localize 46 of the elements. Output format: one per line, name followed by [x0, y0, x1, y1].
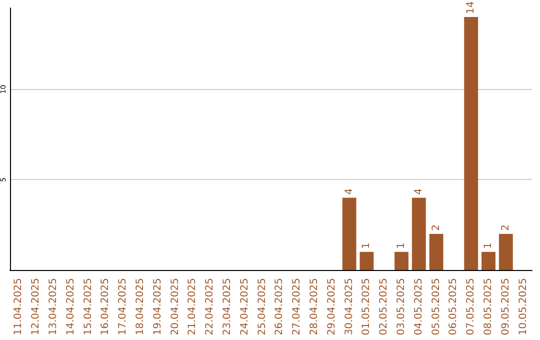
- x-tick-label: 25.04.2025: [256, 278, 268, 336]
- x-tick-label: 18.04.2025: [135, 278, 146, 336]
- x-tick-label: 24.04.2025: [239, 278, 250, 336]
- data-label: 14: [466, 1, 477, 14]
- x-tick-label: 11.04.2025: [13, 278, 24, 336]
- x-tick-label: 19.04.2025: [152, 278, 164, 336]
- x-tick-label: 02.05.2025: [378, 278, 390, 336]
- data-label: 2: [500, 224, 512, 231]
- x-tick-label: 06.05.2025: [448, 278, 460, 336]
- x-tick-label: 15.04.2025: [82, 278, 94, 336]
- data-label: 4: [344, 188, 355, 195]
- data-label: 4: [413, 188, 424, 195]
- x-tick-label: 03.05.2025: [396, 278, 407, 336]
- x-tick-label: 12.04.2025: [30, 278, 42, 336]
- x-tick-label: 16.04.2025: [100, 278, 112, 336]
- x-tick-label: 07.05.2025: [466, 278, 477, 336]
- data-label: 2: [430, 224, 442, 231]
- x-tick-label: 29.04.2025: [326, 278, 338, 336]
- bar: [342, 198, 356, 270]
- bar: [498, 234, 513, 270]
- x-tick-label: 26.04.2025: [274, 278, 286, 336]
- x-tick-label: 04.05.2025: [413, 278, 424, 336]
- x-tick-label: 01.05.2025: [361, 278, 372, 336]
- x-tick-label: 21.04.2025: [187, 278, 198, 336]
- bar: [464, 17, 478, 270]
- data-label: 1: [361, 242, 372, 249]
- x-tick-label: 30.04.2025: [344, 278, 355, 336]
- data-label: 1: [396, 242, 407, 249]
- bar: [429, 234, 444, 270]
- x-tick-label: 23.04.2025: [222, 278, 233, 336]
- x-tick-label: 08.05.2025: [483, 278, 494, 336]
- x-tick-label: 13.04.2025: [48, 278, 59, 336]
- x-tick-label: 09.05.2025: [500, 278, 512, 336]
- bar: [360, 252, 374, 270]
- bar: [482, 252, 496, 270]
- data-label: 1: [483, 242, 494, 249]
- x-tick-label: 20.04.2025: [170, 278, 181, 336]
- bar: [412, 198, 426, 270]
- x-tick-label: 14.04.2025: [65, 278, 76, 336]
- x-tick-label: 28.04.2025: [309, 278, 320, 336]
- bar: [394, 252, 408, 270]
- x-tick-label: 05.05.2025: [430, 278, 442, 336]
- x-tick-label: 10.05.2025: [518, 278, 529, 336]
- x-tick-label: 27.04.2025: [292, 278, 303, 336]
- x-tick-label: 22.04.2025: [204, 278, 216, 336]
- x-tick-label: 17.04.2025: [118, 278, 129, 336]
